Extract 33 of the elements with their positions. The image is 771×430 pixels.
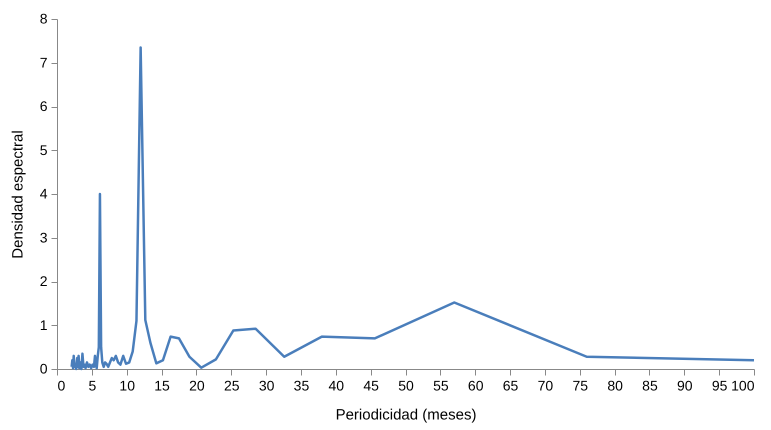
y-tick-label: 0 <box>40 360 48 376</box>
x-tick-label: 25 <box>224 378 240 394</box>
x-tick-label: 15 <box>154 378 170 394</box>
x-tick-label: 20 <box>189 378 205 394</box>
x-tick-label: 70 <box>538 378 554 394</box>
x-tick-label: 30 <box>258 378 275 394</box>
x-tick-label: 55 <box>433 378 449 394</box>
x-tick-label: 100 <box>731 378 755 394</box>
x-axis-title: Periodicidad (meses) <box>336 406 476 424</box>
x-tick-label: 50 <box>398 378 414 394</box>
x-tick-label: 65 <box>502 378 519 394</box>
x-tick-label: 35 <box>294 378 310 394</box>
y-tick-label: 2 <box>40 273 48 289</box>
y-tick-label: 6 <box>40 98 48 114</box>
x-tick-label: 0 <box>58 378 66 394</box>
x-tick-label: 80 <box>607 378 624 394</box>
x-tick-label: 40 <box>328 378 344 394</box>
y-tick-label: 5 <box>40 142 48 158</box>
x-tick-label: 45 <box>363 378 380 394</box>
line-series <box>70 46 756 370</box>
y-tick-label: 7 <box>40 54 48 70</box>
x-tick-label: 90 <box>677 378 693 394</box>
x-tick-label: 75 <box>572 378 588 394</box>
y-tick-label: 4 <box>40 186 48 202</box>
x-tick-label: 85 <box>642 378 658 394</box>
x-tick-label: 5 <box>88 378 96 394</box>
y-tick-label: 8 <box>40 10 48 26</box>
x-tick-label: 10 <box>119 378 136 394</box>
y-tick-label: 3 <box>40 229 48 246</box>
y-tick-label: 1 <box>40 316 48 333</box>
x-tick-label: 95 <box>712 378 728 394</box>
y-axis-title: Densidad espectral <box>10 130 27 259</box>
x-tick-label: 60 <box>468 378 484 394</box>
